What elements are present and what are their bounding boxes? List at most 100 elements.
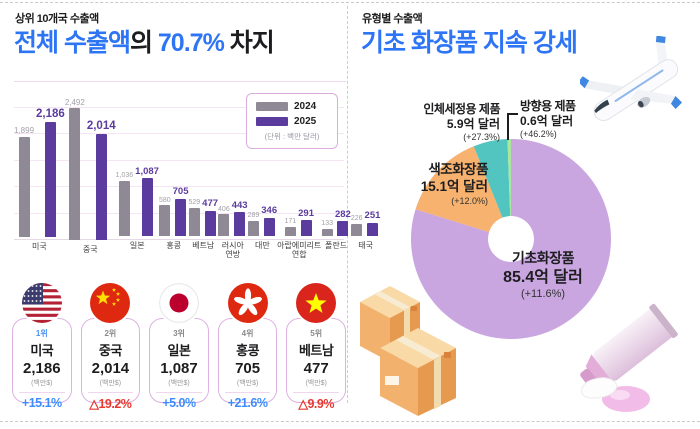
bar-value-2024: 226: [350, 215, 363, 223]
bar-2025: [366, 222, 378, 236]
gridline: [14, 186, 344, 188]
bar-2024: [218, 214, 230, 236]
bar-category-label: 아랍에미리트 연합: [277, 240, 322, 260]
right-title: 기초 화장품 지속 강세: [361, 29, 578, 57]
pie-slice-color-cosmetics: [415, 146, 503, 233]
pie-label-fragrance: 방향용 제품 0.6억 달러 (+46.2%): [520, 99, 576, 140]
bar-category-label: 베트남: [192, 240, 215, 250]
pie-label-body-cleansing: 인체세정용 제품 5.9억 달러 (+27.3%): [382, 102, 500, 143]
bar-group: 133 282 폴란드: [321, 108, 351, 266]
slice-change: (+12.0%): [451, 195, 488, 206]
legend-swatch-2025: [256, 117, 288, 126]
pie-slice-body-cleansing: [473, 139, 511, 218]
rank-card-cn: 2위 중국 2,014 (백만$) △19.2%: [80, 283, 141, 411]
bar-2025: [141, 178, 153, 236]
bar-value-2025: 291: [298, 208, 314, 219]
rank-card-hk: 4위 홍콩 705 (백만$) +21.6%: [217, 283, 278, 410]
flag-jp-icon: [158, 283, 199, 323]
bar-2024: [188, 207, 200, 236]
bar-value-2024: 289: [247, 211, 260, 219]
bar-2025: [44, 121, 56, 238]
bar-2025: [263, 217, 275, 236]
slice-name: 색조화장품: [428, 162, 488, 177]
bar-2025: [175, 198, 187, 236]
slice-value: 15.1억 달러: [420, 178, 488, 194]
title-underline: [14, 81, 346, 82]
flag-cn-icon: [90, 283, 131, 323]
value-unit: (백만$): [236, 380, 259, 387]
change-percent: △19.2%: [89, 397, 132, 411]
bar-2025: [95, 133, 107, 240]
bar-category-label: 러시아 연방: [221, 240, 244, 260]
change-percent: +21.6%: [227, 396, 268, 410]
change-percent: +15.1%: [21, 396, 62, 410]
value-unit: (백만$): [168, 380, 190, 387]
legend-unit-note: (단위 : 백만 달러): [264, 132, 320, 141]
bar-2024: [351, 223, 363, 236]
pie-label-color-cosmetics: 색조화장품 15.1억 달러 (+12.0%): [372, 162, 489, 207]
slice-value: 0.6억 달러: [520, 114, 574, 128]
legend-swatch-2024: [256, 102, 288, 111]
bar-2025: [234, 212, 246, 236]
slice-value: 5.9억 달러: [446, 117, 500, 131]
rank-cards: 1위 미국 2,186 (백만$) +15.1% 2위 중국 2,014 (백만$) △19.2%…: [12, 283, 346, 411]
export-value: 2,014: [91, 360, 130, 377]
bar-value-2025: 251: [364, 210, 381, 222]
bar-category-label: 중국: [82, 245, 98, 254]
fragrance-callout-line: [507, 113, 518, 140]
airplane-icon: [578, 35, 695, 149]
pie-svg: [411, 138, 612, 339]
panel-divider: [347, 6, 348, 403]
legend-label-2024: 2024: [294, 101, 317, 112]
bar-2024: [69, 108, 81, 240]
value-unit: (백만$): [99, 380, 122, 387]
top-dashed-border: [0, 2, 700, 3]
gridline: [14, 133, 344, 135]
rank-label: 5위: [310, 329, 323, 338]
card-divider: [293, 392, 339, 393]
left-title-highlight-2: 70.7%: [157, 29, 225, 57]
flag-vn-icon: [296, 283, 337, 323]
bar-value-2024: 1,899: [14, 125, 35, 135]
bar-2024: [18, 136, 30, 238]
country-name: 홍콩: [236, 343, 260, 358]
slice-name: 기초화장품: [512, 250, 574, 266]
pie-label-basic-cosmetics: 기초화장품 85.4억 달러 (+11.6%): [480, 250, 606, 301]
bar-groups: 1,899 2,186 미국 2,492 2,014 중국 1,036 1,087 일본 580 7…: [14, 98, 380, 266]
chart-legend: 2024 2025 (단위 : 백만 달러): [246, 93, 338, 149]
bar-value-2025: 346: [261, 205, 278, 217]
bar-value-2025: 705: [172, 186, 189, 198]
bar-value-2025: 2,014: [86, 120, 116, 133]
export-value: 1,087: [160, 360, 198, 377]
gridline: [14, 239, 344, 240]
bar-value-2025: 2,186: [36, 108, 65, 120]
left-panel-top10-exports: 상위 10개국 수출액 전체 수출액의 70.7% 차지 1,899 2,186 미…: [12, 0, 380, 429]
shipping-boxes-icon: [352, 276, 474, 421]
bar-value-2025: 282: [334, 208, 351, 220]
export-value: 2,186: [23, 360, 61, 377]
value-unit: (백만$): [31, 380, 53, 387]
bar-value-2024: 406: [218, 205, 230, 213]
slice-value: 85.4억 달러: [503, 268, 583, 286]
bar-category-label: 홍콩: [166, 240, 182, 250]
rank-label: 1위: [35, 329, 48, 338]
rank-card-vn: 5위 베트남 477 (백만$) △9.9%: [286, 283, 346, 411]
bar-2025: [337, 220, 349, 236]
left-title-plain-2: 차지: [223, 29, 275, 57]
left-title-highlight-1: 전체 수출액: [14, 29, 131, 57]
bar-group: 1,036 1,087 일본: [116, 108, 159, 266]
bar-group: 580 705 홍콩: [159, 108, 189, 266]
bar-group: 1,899 2,186 미국: [14, 108, 65, 266]
export-value: 477: [303, 360, 329, 377]
gridline: [14, 159, 344, 161]
change-percent: △9.9%: [298, 397, 334, 411]
bar-value-2024: 580: [158, 196, 171, 204]
slice-change: (+11.6%): [520, 287, 566, 300]
bar-category-label: 미국: [32, 242, 47, 252]
rank-card-jp: 3위 일본 1,087 (백만$) +5.0%: [149, 283, 209, 410]
rank-label: 2위: [104, 329, 117, 338]
bar-value-2024: 1,036: [115, 172, 134, 180]
bar-value-2024: 2,492: [64, 97, 85, 107]
bar-category-label: 폴란드: [325, 240, 348, 250]
